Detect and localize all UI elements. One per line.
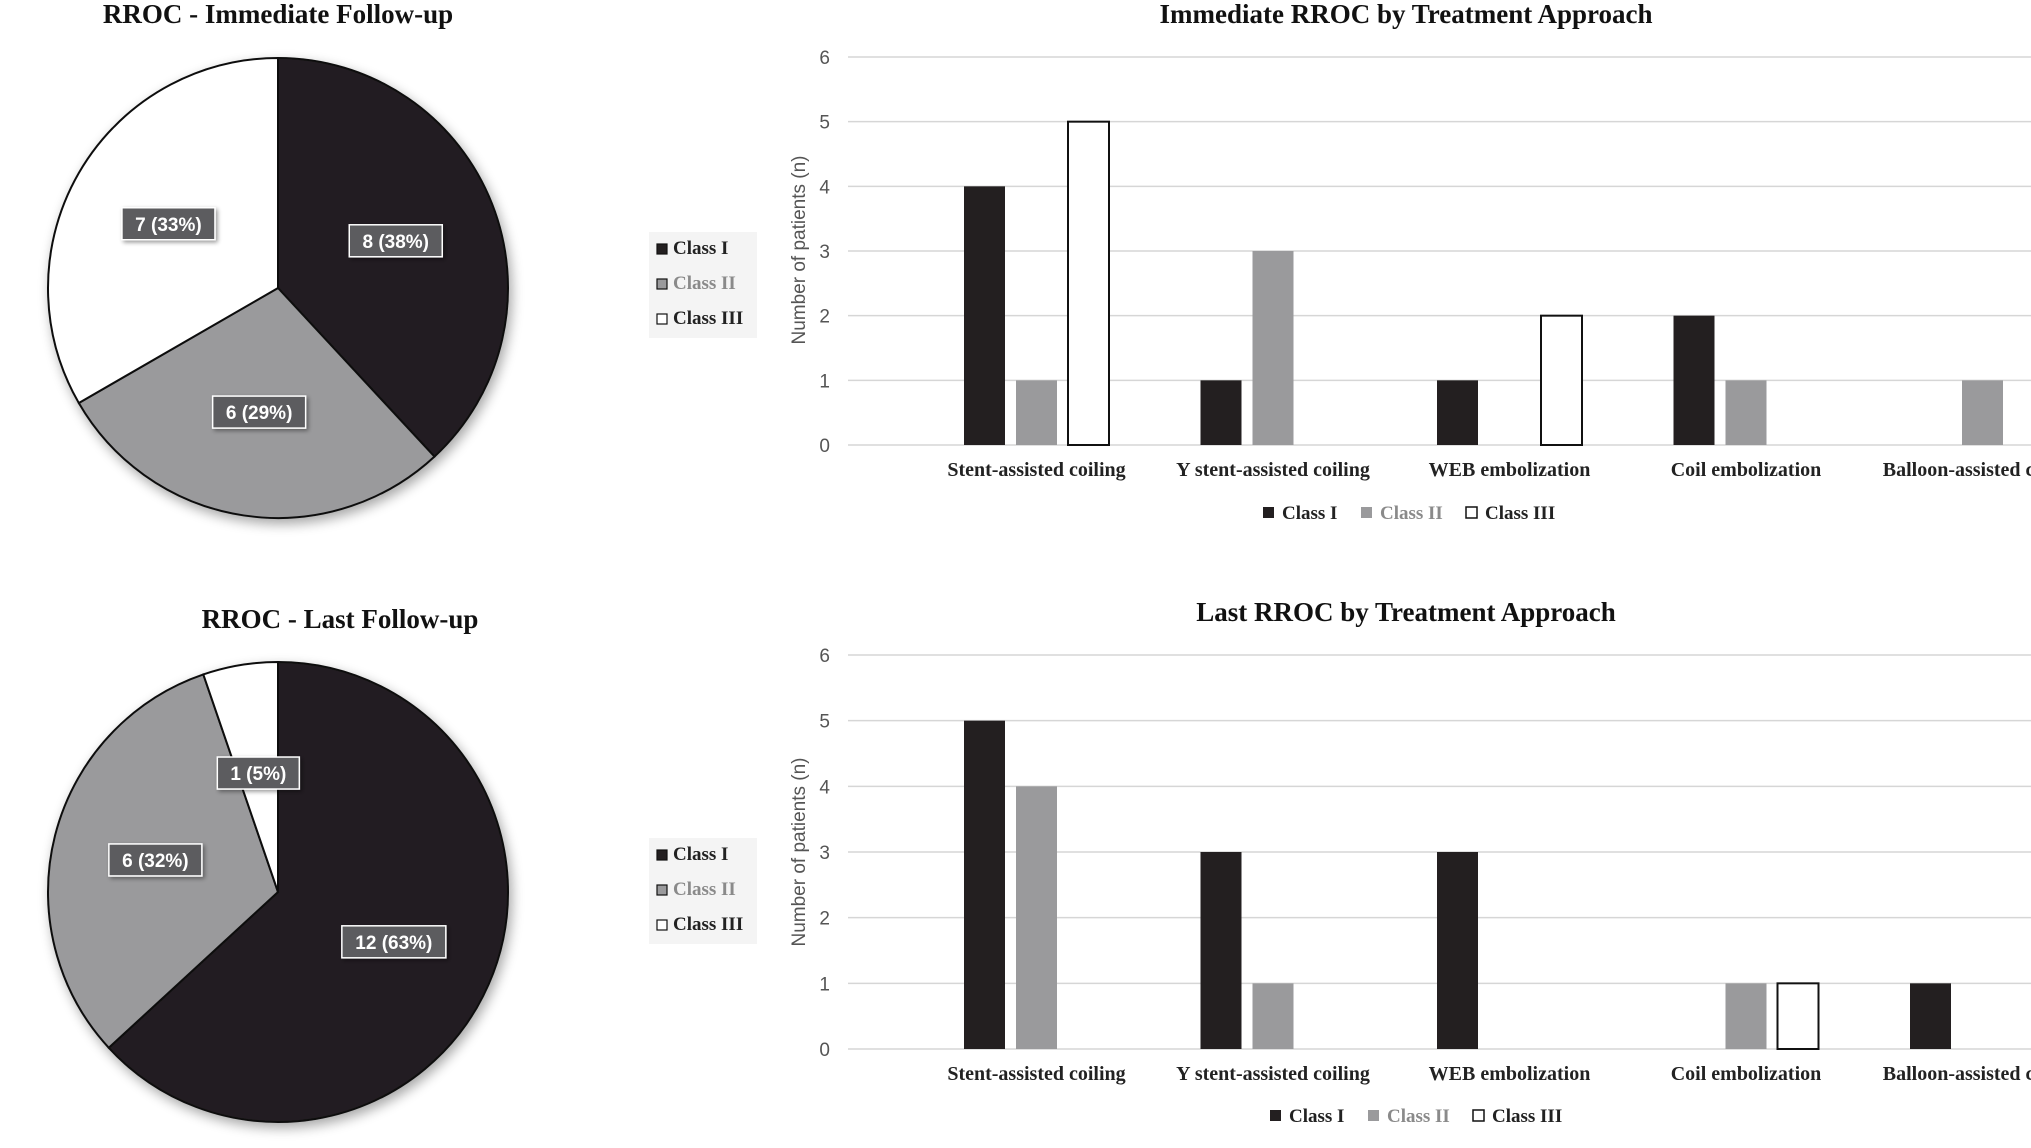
x-category-label: WEB embolization — [1429, 459, 1591, 481]
bar-class-ii-3 — [1725, 380, 1767, 445]
x-category-label: Y stent-assisted coiling — [1176, 459, 1370, 481]
bar-last-plot: 0 1 2 3 4 5 6 Stent-assisted coiling Y stent-ass… — [819, 646, 2031, 1127]
bar-immediate-title: Immediate RROC by Treatment Approach — [1160, 0, 1653, 29]
legend-entry: Class III — [673, 308, 743, 329]
y-tick-label: 1 — [819, 371, 830, 392]
legend-swatch-class-iii — [656, 313, 668, 325]
y-tick-label: 5 — [819, 712, 830, 733]
legend-entry: Class I — [1282, 503, 1337, 524]
pie-last-title: RROC - Last Follow-up — [202, 604, 479, 634]
y-tick-label: 5 — [819, 113, 830, 134]
pie-immediate-legend: Class I Class II Class III — [649, 232, 757, 338]
x-category-label: Balloon-assisted coiling — [1883, 1063, 2031, 1085]
x-category-label: WEB embolization — [1429, 1063, 1591, 1085]
bar-class-ii-1 — [1252, 983, 1294, 1049]
bar-last-title: Last RROC by Treatment Approach — [1196, 597, 1616, 627]
pie-data-label: 7 (33%) — [135, 215, 202, 236]
pie-immediate-labels: 8 (38%) 6 (29%) 7 (33%) — [121, 207, 444, 429]
legend-entry: Class II — [1387, 1106, 1450, 1127]
bar-class-i-4 — [1910, 983, 1951, 1049]
y-tick-label: 4 — [819, 777, 830, 798]
pie-data-label-box — [341, 925, 447, 959]
legend-entry: Class I — [673, 238, 728, 259]
legend-entry: Class I — [673, 844, 728, 865]
y-tick-label: 6 — [819, 646, 830, 667]
bar-class-ii-1 — [1252, 251, 1294, 445]
pie-data-label-box — [348, 224, 444, 258]
legend-swatch-class-ii — [1361, 507, 1372, 518]
bar-class-i-0 — [964, 720, 1005, 1049]
x-category-label: Y stent-assisted coiling — [1176, 1063, 1370, 1085]
legend-swatch-class-i — [656, 243, 668, 255]
bar-class-i-1 — [1200, 852, 1242, 1049]
pie-chart-immediate: RROC - Immediate Follow-up 8 (38%) 6 (29%… — [47, 0, 757, 519]
pie-data-label-box — [211, 395, 307, 429]
y-tick-label: 2 — [819, 307, 830, 328]
pie-data-label-box — [121, 207, 216, 241]
y-tick-label: 3 — [819, 843, 830, 864]
bar-class-iii-2 — [1540, 314, 1583, 446]
bar-class-iii-0 — [1067, 120, 1110, 447]
bar-immediate-plot: 0 1 2 3 4 5 6 Stent-assisted coiling Y stent-ass… — [819, 48, 2031, 524]
legend-entry: Class III — [673, 914, 743, 935]
bar-last-ylabel: Number of patients (n) — [789, 757, 810, 946]
pie-data-label: 12 (63%) — [355, 933, 432, 954]
legend-swatch-class-iii — [656, 919, 668, 931]
bar-class-ii-0 — [1016, 380, 1057, 445]
bar-class-i-3 — [1673, 315, 1715, 445]
pie-data-label-box — [216, 756, 301, 790]
bar-immediate-ylabel: Number of patients (n) — [789, 155, 810, 344]
bar-class-i-2 — [1437, 852, 1478, 1049]
y-tick-label: 6 — [819, 48, 830, 69]
x-category-label: Coil embolization — [1671, 1063, 1822, 1085]
y-tick-label: 3 — [819, 242, 830, 263]
pie-data-label: 1 (5%) — [230, 764, 286, 785]
pie-data-label-box — [108, 843, 203, 877]
pie-data-label: 6 (29%) — [226, 403, 293, 424]
legend-entry: Class II — [673, 273, 736, 294]
y-tick-label: 1 — [819, 974, 830, 995]
legend-swatch-class-i — [656, 849, 668, 861]
pie-last-labels: 12 (63%) 6 (32%) 1 (5%) — [108, 756, 447, 959]
y-tick-label: 0 — [819, 1040, 830, 1061]
legend-swatch-class-ii — [656, 278, 668, 290]
y-tick-label: 0 — [819, 436, 830, 457]
legend-swatch-class-iii — [1465, 506, 1478, 519]
legend-entry: Class II — [1380, 503, 1443, 524]
bar-chart-last: Last RROC by Treatment Approach Number o… — [789, 597, 2031, 1127]
legend-swatch-class-i — [1263, 507, 1274, 518]
legend-entry: Class I — [1289, 1106, 1344, 1127]
x-category-label: Stent-assisted coiling — [947, 459, 1125, 481]
legend-entry: Class III — [1492, 1106, 1562, 1127]
pie-data-label: 8 (38%) — [362, 232, 429, 253]
bar-class-ii-4 — [1962, 380, 2003, 445]
bar-class-ii-0 — [1016, 786, 1057, 1049]
y-tick-label: 4 — [819, 177, 830, 198]
pie-slice-class-i — [107, 660, 510, 1123]
y-tick-label: 2 — [819, 909, 830, 930]
bar-class-iii-3 — [1776, 982, 1820, 1050]
legend-swatch-class-ii — [656, 884, 668, 896]
legend-entry: Class III — [1485, 503, 1555, 524]
bar-class-i-2 — [1437, 380, 1478, 445]
x-category-label: Balloon-assisted coiling — [1883, 459, 2031, 481]
legend-swatch-class-ii — [1368, 1110, 1379, 1121]
bar-class-i-0 — [964, 186, 1005, 446]
bar-chart-immediate: Immediate RROC by Treatment Approach Num… — [789, 0, 2031, 524]
pie-data-label: 6 (32%) — [122, 851, 189, 872]
pie-chart-last: RROC - Last Follow-up 12 (63%) 6 (32%) 1 (… — [47, 604, 757, 1123]
pie-immediate-slices — [47, 56, 509, 519]
x-category-label: Stent-assisted coiling — [947, 1063, 1125, 1085]
pie-immediate-title: RROC - Immediate Follow-up — [103, 0, 453, 29]
legend-swatch-class-i — [1270, 1110, 1281, 1121]
pie-last-slices — [47, 660, 510, 1123]
pie-last-legend: Class I Class II Class III — [649, 838, 757, 944]
bar-class-i-1 — [1200, 380, 1242, 445]
bar-class-ii-3 — [1725, 983, 1767, 1049]
x-category-label: Coil embolization — [1671, 459, 1822, 481]
legend-entry: Class II — [673, 879, 736, 900]
legend-swatch-class-iii — [1472, 1109, 1485, 1122]
